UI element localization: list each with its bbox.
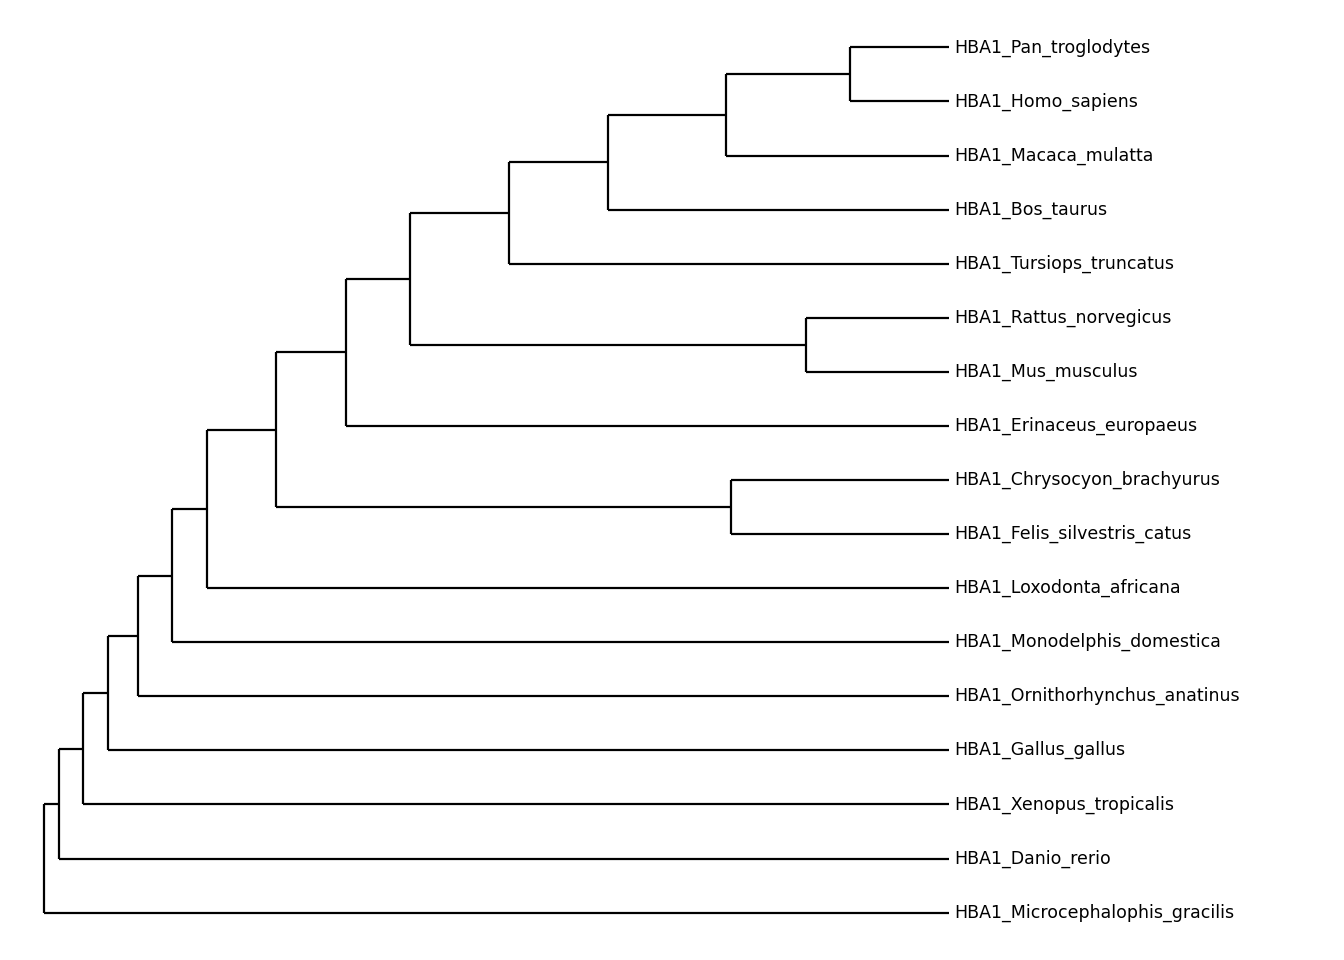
Text: HBA1_Erinaceus_europaeus: HBA1_Erinaceus_europaeus [954, 417, 1198, 435]
Text: HBA1_Mus_musculus: HBA1_Mus_musculus [954, 363, 1137, 381]
Text: HBA1_Felis_silvestris_catus: HBA1_Felis_silvestris_catus [954, 525, 1191, 543]
Text: HBA1_Macaca_mulatta: HBA1_Macaca_mulatta [954, 147, 1153, 165]
Text: HBA1_Loxodonta_africana: HBA1_Loxodonta_africana [954, 579, 1180, 597]
Text: HBA1_Ornithorhynchus_anatinus: HBA1_Ornithorhynchus_anatinus [954, 687, 1239, 706]
Text: HBA1_Rattus_norvegicus: HBA1_Rattus_norvegicus [954, 309, 1172, 327]
Text: HBA1_Danio_rerio: HBA1_Danio_rerio [954, 850, 1110, 868]
Text: HBA1_Bos_taurus: HBA1_Bos_taurus [954, 201, 1107, 219]
Text: HBA1_Microcephalophis_gracilis: HBA1_Microcephalophis_gracilis [954, 903, 1234, 922]
Text: HBA1_Monodelphis_domestica: HBA1_Monodelphis_domestica [954, 633, 1220, 651]
Text: HBA1_Tursiops_truncatus: HBA1_Tursiops_truncatus [954, 254, 1173, 273]
Text: HBA1_Xenopus_tropicalis: HBA1_Xenopus_tropicalis [954, 795, 1173, 813]
Text: HBA1_Chrysocyon_brachyurus: HBA1_Chrysocyon_brachyurus [954, 470, 1220, 490]
Text: HBA1_Homo_sapiens: HBA1_Homo_sapiens [954, 92, 1138, 110]
Text: HBA1_Gallus_gallus: HBA1_Gallus_gallus [954, 741, 1125, 759]
Text: HBA1_Pan_troglodytes: HBA1_Pan_troglodytes [954, 38, 1150, 57]
